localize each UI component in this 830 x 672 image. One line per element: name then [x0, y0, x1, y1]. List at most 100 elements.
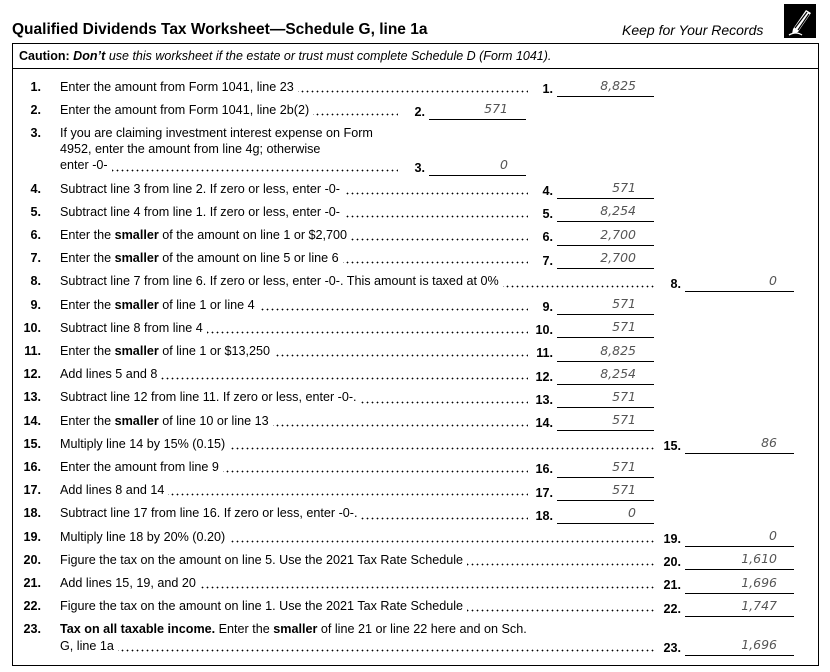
- line-text: Subtract line 4 from line 1. If zero or …: [60, 203, 528, 220]
- entry-value: 571: [557, 482, 654, 501]
- worksheet-line: 2. Enter the amount from Form 1041, line …: [13, 98, 818, 121]
- entry-ref: 21.: [663, 578, 681, 593]
- entry-value: 571: [557, 319, 654, 339]
- text-row: Multiply line 14 by 15% (0.15): [60, 435, 656, 452]
- worksheet-line: 8. Subtract line 7 from line 6. If zero o…: [13, 270, 818, 293]
- text-part: Enter the: [60, 227, 115, 242]
- text-part: Subtract line 8 from line 4: [60, 320, 203, 335]
- entry-ref: 9.: [542, 300, 553, 315]
- entry-ref: 3.: [414, 160, 425, 175]
- entry-value: 571: [557, 296, 654, 316]
- text-run: enter -0-: [60, 158, 112, 173]
- text-run: Enter the smaller of line 10 or line 13: [60, 413, 273, 428]
- entry-value: 571: [429, 101, 526, 121]
- text-row: Figure the tax on the amount on line 5. …: [60, 551, 656, 568]
- entry-ref: 17.: [535, 485, 553, 500]
- entry-ref: 10.: [535, 323, 553, 338]
- worksheet-frame: Caution: Don’t use this worksheet if the…: [12, 43, 819, 666]
- text-row: Subtract line 7 from line 6. If zero or …: [60, 273, 656, 290]
- text-run: Enter the amount from Form 1041, line 2b…: [60, 102, 314, 117]
- text-part: Enter the: [215, 622, 274, 637]
- line-text: Subtract line 7 from line 6. If zero or …: [60, 273, 656, 290]
- text-row: 4952, enter the amount from line 4g; oth…: [60, 141, 398, 157]
- text-part: Multiply line 14 by 15% (0.15): [60, 436, 226, 451]
- worksheet-line: 6. Enter the smaller of the amount on lin…: [13, 223, 818, 246]
- entry-ref: 8.: [670, 276, 681, 291]
- text-row: Enter the smaller of line 10 or line 13: [60, 412, 528, 429]
- worksheet-line: 22. Figure the tax on the amount on line …: [13, 595, 818, 618]
- line-text: Enter the smaller of the amount on line …: [60, 250, 528, 267]
- text-bold: smaller: [114, 413, 159, 428]
- worksheet-line: 10. Subtract line 8 from line 4 10. 571: [13, 316, 818, 339]
- text-part: Figure the tax on the amount on line 1. …: [60, 599, 464, 614]
- entry-ref: 6.: [542, 230, 553, 245]
- line-number: 21.: [23, 575, 41, 590]
- line-number: 6.: [30, 227, 41, 242]
- entry-ref: 13.: [535, 392, 553, 407]
- line-number: 8.: [30, 274, 41, 289]
- entry-ref: 15.: [663, 439, 681, 454]
- entry-value: 1,747: [685, 598, 794, 617]
- text-part: Subtract line 4 from line 1. If zero or …: [60, 204, 340, 219]
- text-row: Enter the smaller of line 1 or line 4: [60, 296, 528, 313]
- text-bold: smaller: [114, 343, 159, 358]
- line-text: Add lines 15, 19, and 20: [60, 574, 656, 592]
- text-part: Subtract line 12 from line 11. If zero o…: [60, 390, 357, 405]
- line-number: 15.: [23, 436, 41, 451]
- text-part: Multiply line 18 by 20% (0.20): [60, 529, 226, 544]
- line-number: 11.: [24, 343, 41, 358]
- line-text: Enter the amount from line 9: [60, 458, 528, 476]
- text-row: Subtract line 3 from line 2. If zero or …: [60, 180, 528, 197]
- text-bold: smaller: [114, 227, 159, 242]
- worksheet-line: 16. Enter the amount from line 9 16. 571: [13, 455, 818, 478]
- line-number: 16.: [23, 459, 41, 474]
- line-number: 7.: [30, 251, 41, 266]
- text-part: Subtract line 17 from line 16. If zero o…: [60, 506, 358, 521]
- text-run: G, line 1a: [60, 638, 118, 653]
- text-part: 4952, enter the amount from line 4g; oth…: [60, 142, 321, 157]
- worksheet-line: 5. Subtract line 4 from line 1. If zero o…: [13, 200, 818, 223]
- text-part: Enter the: [60, 297, 115, 312]
- caution-emphasis: Don’t: [73, 49, 106, 63]
- line-number: 2.: [30, 102, 41, 117]
- line-text: Enter the smaller of the amount on line …: [60, 226, 528, 244]
- text-bold: smaller: [114, 251, 159, 266]
- entry-ref: 1.: [542, 82, 553, 96]
- text-run: Add lines 8 and 14: [60, 483, 169, 498]
- text-row: Enter the smaller of the amount on line …: [60, 226, 528, 244]
- text-part: Add lines 5 and 8: [60, 367, 158, 382]
- entry-ref: 19.: [663, 532, 681, 547]
- line-number: 20.: [23, 552, 41, 567]
- text-part: of line 10 or line 13: [158, 413, 269, 428]
- line-text: Add lines 5 and 8: [60, 366, 528, 383]
- text-part: Subtract line 7 from line 6. If zero or …: [60, 274, 499, 289]
- text-run: Subtract line 4 from line 1. If zero or …: [60, 204, 344, 219]
- worksheet-title: Qualified Dividends Tax Worksheet—Schedu…: [12, 21, 428, 38]
- worksheet-line: 14. Enter the smaller of line 10 or line …: [13, 409, 818, 432]
- text-row: Subtract line 12 from line 11. If zero o…: [60, 389, 528, 406]
- text-part: If you are claiming investment interest …: [60, 125, 373, 140]
- text-run: If you are claiming investment interest …: [60, 125, 377, 140]
- entry-value: 571: [557, 389, 654, 409]
- entry-value: 8,825: [557, 78, 654, 98]
- text-run: Add lines 15, 19, and 20: [60, 575, 200, 590]
- line-text: Enter the amount from Form 1041, line 2b…: [60, 101, 398, 118]
- entry-ref: 11.: [536, 346, 553, 361]
- text-row: Add lines 8 and 14: [60, 482, 528, 499]
- line-number: 12.: [23, 367, 41, 382]
- entry-value: 1,696: [685, 637, 794, 657]
- text-part: of line 1 or $13,250: [158, 343, 271, 358]
- entry-ref: 12.: [535, 369, 553, 384]
- worksheet-line: 21. Add lines 15, 19, and 20 21. 1,696: [13, 571, 818, 594]
- text-row: G, line 1a: [60, 637, 656, 654]
- text-run: Enter the amount from line 9: [60, 459, 223, 474]
- text-run: 4952, enter the amount from line 4g; oth…: [60, 142, 325, 157]
- entry-value: 571: [557, 412, 654, 432]
- text-row: Tax on all taxable income. Enter the sma…: [60, 621, 656, 637]
- text-row: Figure the tax on the amount on line 1. …: [60, 598, 656, 615]
- text-row: Subtract line 8 from line 4: [60, 319, 528, 336]
- entry-ref: 7.: [542, 253, 553, 268]
- line-text: Enter the smaller of line 1 or line 4: [60, 296, 528, 313]
- text-bold: smaller: [114, 297, 159, 312]
- text-row: Enter the smaller of line 1 or $13,250: [60, 342, 528, 360]
